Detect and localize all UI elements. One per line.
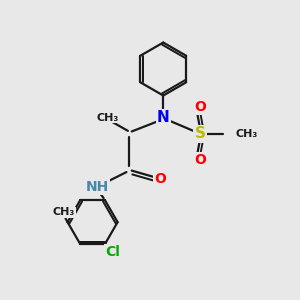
Text: CH₃: CH₃ [236,129,258,139]
Text: S: S [195,126,206,141]
Text: N: N [157,110,169,125]
Text: O: O [154,172,166,186]
Text: CH₃: CH₃ [53,207,75,218]
Text: CH₃: CH₃ [96,112,118,123]
Text: Cl: Cl [105,245,120,259]
Text: NH: NH [85,180,109,194]
Text: O: O [194,100,206,114]
Text: O: O [194,153,206,167]
